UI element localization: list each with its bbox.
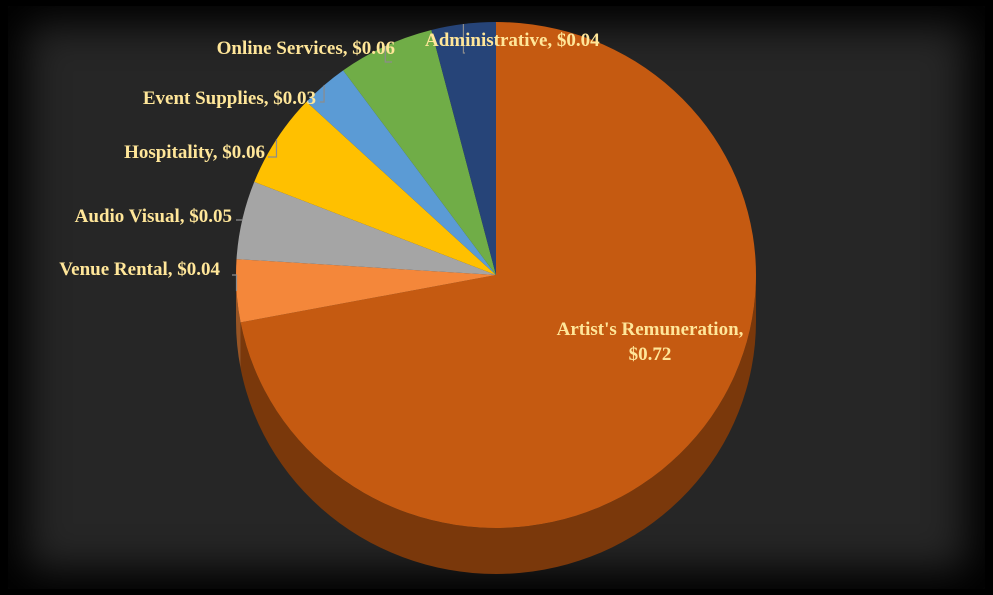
leader-line-5 [384,46,392,63]
pie-slice-venue-rental [236,259,496,323]
pie-side-1 [236,275,241,369]
pie-slice-event-supplies [306,70,496,276]
data-label-online-services: Online Services, $0.06 [217,38,395,59]
data-label-administrative: Administrative, $0.04 [425,30,600,51]
data-label-audio-visual: Audio Visual, $0.05 [75,206,232,227]
data-label-hospitality: Hospitality, $0.06 [124,142,265,163]
pie-slice-audio-visual [236,181,496,275]
data-label-event-supplies: Event Supplies, $0.03 [143,88,316,109]
leader-line-6 [462,23,465,54]
pie-slice-administrative [431,22,496,275]
pie-slice-online-services [343,29,496,276]
data-label-venue-rental: Venue Rental, $0.04 [59,259,220,280]
pie-slice-hospitality [254,101,496,275]
leader-line-4 [320,85,325,103]
data-label-artist-s-remuneration: Artist's Remuneration, $0.72 [557,319,744,365]
leader-line-1 [232,274,238,291]
pie-side-0 [240,275,756,574]
pie-slice-artist-s-remuneration [240,22,756,528]
leader-line-3 [268,139,278,158]
